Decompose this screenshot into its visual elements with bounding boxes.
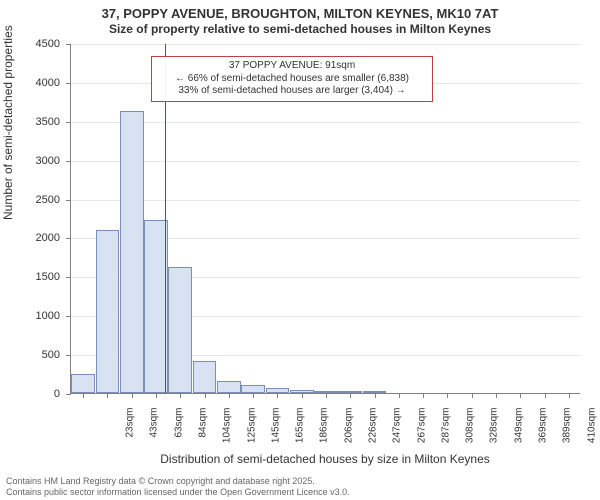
xtick-mark (180, 393, 181, 398)
ytick-label: 2500 (0, 194, 60, 206)
xtick-mark (205, 393, 206, 398)
xtick-label: 84sqm (198, 408, 209, 458)
xtick-label: 125sqm (246, 408, 257, 458)
chart-container: 37, POPPY AVENUE, BROUGHTON, MILTON KEYN… (0, 0, 600, 500)
gridline (71, 200, 580, 201)
xtick-label: 63sqm (173, 408, 184, 458)
x-axis-label: Distribution of semi-detached houses by … (70, 452, 580, 466)
histogram-bar (241, 385, 265, 393)
ytick-label: 0 (0, 388, 60, 400)
xtick-label: 287sqm (440, 408, 451, 458)
xtick-mark (83, 393, 84, 398)
gridline (71, 44, 580, 45)
xtick-mark (375, 393, 376, 398)
histogram-bar (96, 230, 120, 393)
xtick-label: 328sqm (489, 408, 500, 458)
ytick-label: 3000 (0, 155, 60, 167)
histogram-bar (193, 361, 217, 393)
xtick-label: 389sqm (562, 408, 573, 458)
annotation-line1: 37 POPPY AVENUE: 91sqm (157, 60, 427, 73)
ytick-label: 3500 (0, 116, 60, 128)
ytick-mark (66, 161, 71, 162)
xtick-label: 349sqm (513, 408, 524, 458)
xtick-label: 308sqm (465, 408, 476, 458)
xtick-label: 206sqm (343, 408, 354, 458)
xtick-mark (253, 393, 254, 398)
ytick-mark (66, 44, 71, 45)
ytick-mark (66, 277, 71, 278)
xtick-mark (302, 393, 303, 398)
xtick-label: 247sqm (392, 408, 403, 458)
xtick-mark (350, 393, 351, 398)
xtick-mark (399, 393, 400, 398)
xtick-mark (277, 393, 278, 398)
xtick-mark (520, 393, 521, 398)
histogram-bar (120, 111, 144, 393)
xtick-mark (132, 393, 133, 398)
ytick-label: 2000 (0, 232, 60, 244)
xtick-label: 165sqm (295, 408, 306, 458)
title-address: 37, POPPY AVENUE, BROUGHTON, MILTON KEYN… (0, 6, 600, 21)
xtick-label: 226sqm (368, 408, 379, 458)
footer-line1: Contains HM Land Registry data © Crown c… (6, 476, 350, 487)
ytick-label: 4000 (0, 77, 60, 89)
xtick-label: 369sqm (538, 408, 549, 458)
title-subtitle: Size of property relative to semi-detach… (0, 22, 600, 36)
xtick-label: 23sqm (125, 408, 136, 458)
xtick-label: 410sqm (586, 408, 597, 458)
gridline (71, 122, 580, 123)
xtick-mark (472, 393, 473, 398)
ytick-mark (66, 394, 71, 395)
histogram-bar (168, 267, 192, 393)
ytick-mark (66, 200, 71, 201)
xtick-mark (545, 393, 546, 398)
plot-area: 37 POPPY AVENUE: 91sqm← 66% of semi-deta… (70, 44, 580, 394)
footer-attribution: Contains HM Land Registry data © Crown c… (6, 476, 350, 498)
ytick-label: 1000 (0, 310, 60, 322)
annotation-line2: ← 66% of semi-detached houses are smalle… (157, 73, 427, 86)
ytick-label: 4500 (0, 38, 60, 50)
xtick-label: 267sqm (416, 408, 427, 458)
ytick-label: 1500 (0, 271, 60, 283)
ytick-mark (66, 83, 71, 84)
xtick-label: 145sqm (270, 408, 281, 458)
xtick-mark (423, 393, 424, 398)
xtick-mark (569, 393, 570, 398)
xtick-label: 186sqm (319, 408, 330, 458)
annotation-line3: 33% of semi-detached houses are larger (… (157, 85, 427, 98)
xtick-mark (447, 393, 448, 398)
ytick-mark (66, 316, 71, 317)
histogram-bar (217, 381, 241, 393)
gridline (71, 161, 580, 162)
xtick-label: 104sqm (222, 408, 233, 458)
xtick-mark (156, 393, 157, 398)
ytick-label: 500 (0, 349, 60, 361)
ytick-mark (66, 355, 71, 356)
xtick-mark (326, 393, 327, 398)
ytick-mark (66, 238, 71, 239)
xtick-mark (107, 393, 108, 398)
xtick-label: 43sqm (149, 408, 160, 458)
histogram-bar (71, 374, 95, 393)
footer-line2: Contains public sector information licen… (6, 487, 350, 498)
annotation-box: 37 POPPY AVENUE: 91sqm← 66% of semi-deta… (151, 56, 433, 102)
xtick-mark (229, 393, 230, 398)
xtick-mark (496, 393, 497, 398)
ytick-mark (66, 122, 71, 123)
